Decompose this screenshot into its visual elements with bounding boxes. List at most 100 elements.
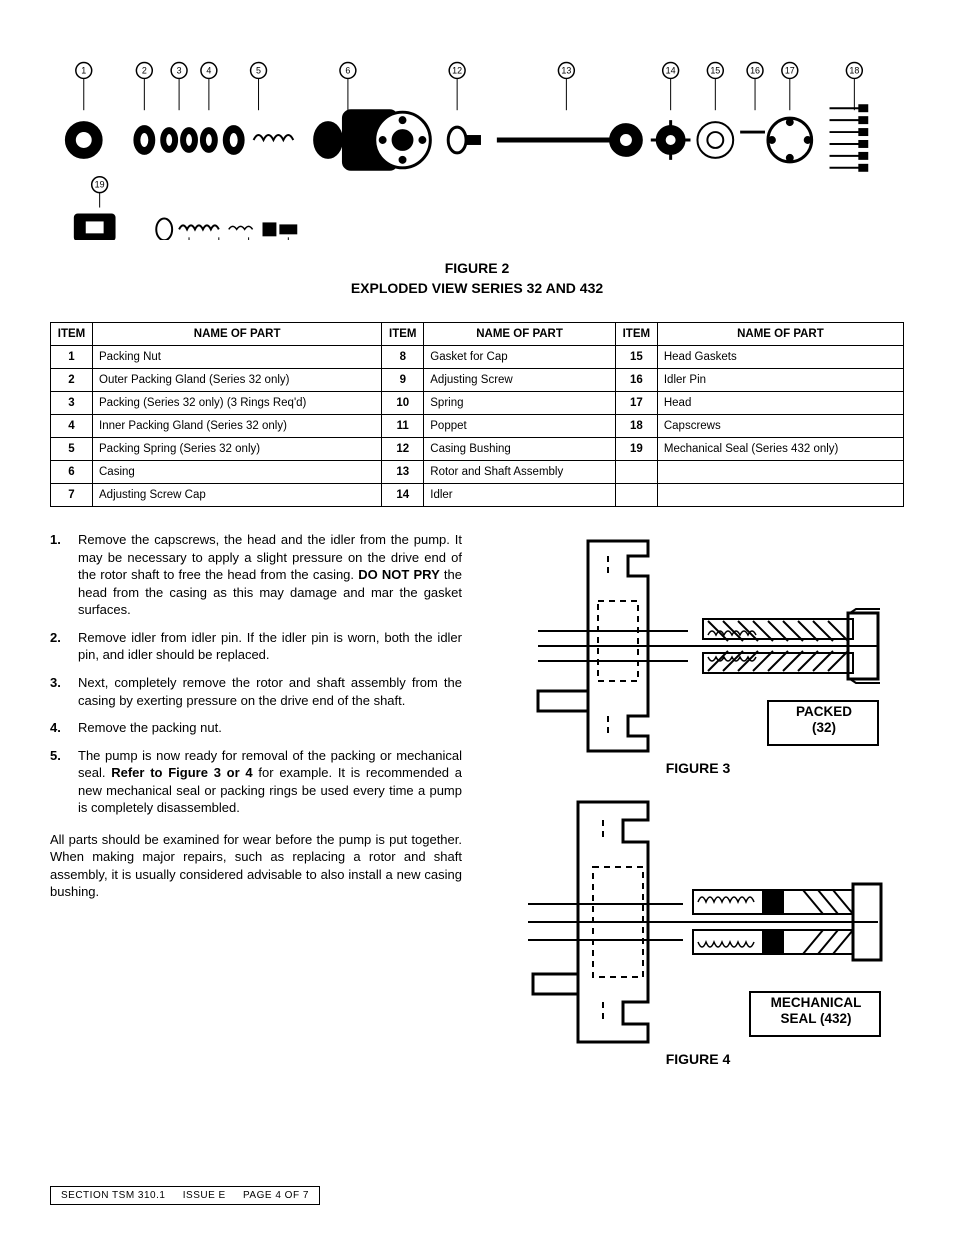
parts-item-name: Packing Spring (Series 32 only): [93, 438, 382, 461]
svg-text:1: 1: [81, 65, 86, 75]
instruction-step: 2.Remove idler from idler pin. If the id…: [50, 629, 462, 664]
svg-text:14: 14: [666, 65, 676, 75]
parts-item-name: Mechanical Seal (Series 432 only): [657, 438, 903, 461]
svg-text:17: 17: [785, 65, 795, 75]
parts-item-name: [657, 484, 903, 507]
step-text: Next, completely remove the rotor and sh…: [78, 674, 462, 709]
parts-table-header: NAME OF PART: [657, 323, 903, 346]
parts-table-header: ITEM: [51, 323, 93, 346]
closing-paragraph: All parts should be examined for wear be…: [50, 831, 462, 901]
step-number: 2.: [50, 629, 78, 664]
parts-table-header: NAME OF PART: [93, 323, 382, 346]
parts-item-number: 18: [615, 415, 657, 438]
parts-item-name: [657, 461, 903, 484]
svg-text:4: 4: [206, 65, 211, 75]
footer-issue: ISSUE E: [183, 1190, 226, 1201]
figure-2-title-line2: EXPLODED VIEW SERIES 32 AND 432: [351, 280, 603, 296]
step-number: 3.: [50, 674, 78, 709]
step-text: Remove the capscrews, the head and the i…: [78, 531, 462, 619]
svg-text:19: 19: [95, 180, 105, 190]
parts-item-name: Idler: [424, 484, 616, 507]
instruction-steps: 1.Remove the capscrews, the head and the…: [50, 531, 462, 817]
table-row: 2Outer Packing Gland (Series 32 only)9Ad…: [51, 369, 904, 392]
parts-table-header: NAME OF PART: [424, 323, 616, 346]
svg-text:12: 12: [452, 65, 462, 75]
figure-4-inner-label-1: MECHANICAL: [771, 995, 862, 1010]
parts-item-name: Idler Pin: [657, 369, 903, 392]
table-row: 5Packing Spring (Series 32 only)12Casing…: [51, 438, 904, 461]
step-number: 5.: [50, 747, 78, 817]
parts-item-name: Packing Nut: [93, 346, 382, 369]
parts-item-number: 19: [615, 438, 657, 461]
parts-item-number: 5: [51, 438, 93, 461]
table-row: 3Packing (Series 32 only) (3 Rings Req'd…: [51, 392, 904, 415]
svg-text:15: 15: [710, 65, 720, 75]
step-number: 4.: [50, 719, 78, 737]
parts-item-name: Casing: [93, 461, 382, 484]
parts-table-header: ITEM: [382, 323, 424, 346]
svg-text:18: 18: [849, 65, 859, 75]
parts-item-number: 4: [51, 415, 93, 438]
parts-item-number: 12: [382, 438, 424, 461]
figure-4-inner-label-2: SEAL (432): [780, 1011, 851, 1026]
parts-item-number: 13: [382, 461, 424, 484]
step-text: The pump is now ready for removal of the…: [78, 747, 462, 817]
parts-item-name: Spring: [424, 392, 616, 415]
svg-text:6: 6: [345, 65, 350, 75]
figure-3-inner-label-2: (32): [812, 720, 836, 735]
table-row: 6Casing13Rotor and Shaft Assembly: [51, 461, 904, 484]
table-row: 4Inner Packing Gland (Series 32 only)11P…: [51, 415, 904, 438]
instruction-step: 1.Remove the capscrews, the head and the…: [50, 531, 462, 619]
parts-item-number: 10: [382, 392, 424, 415]
page-footer: SECTION TSM 310.1 ISSUE E PAGE 4 OF 7: [50, 1186, 320, 1205]
parts-item-name: Outer Packing Gland (Series 32 only): [93, 369, 382, 392]
parts-item-name: Packing (Series 32 only) (3 Rings Req'd): [93, 392, 382, 415]
parts-item-number: 9: [382, 369, 424, 392]
parts-item-number: 17: [615, 392, 657, 415]
parts-item-number: 6: [51, 461, 93, 484]
parts-item-name: Adjusting Screw Cap: [93, 484, 382, 507]
instruction-step: 4.Remove the packing nut.: [50, 719, 462, 737]
parts-table: ITEMNAME OF PARTITEMNAME OF PARTITEMNAME…: [50, 322, 904, 507]
table-row: 7Adjusting Screw Cap14Idler: [51, 484, 904, 507]
figure-4-label: FIGURE 4: [666, 1051, 731, 1067]
parts-item-name: Casing Bushing: [424, 438, 616, 461]
parts-item-name: Adjusting Screw: [424, 369, 616, 392]
parts-item-name: Head Gaskets: [657, 346, 903, 369]
parts-item-number: 1: [51, 346, 93, 369]
instruction-step: 5.The pump is now ready for removal of t…: [50, 747, 462, 817]
step-text: Remove the packing nut.: [78, 719, 462, 737]
step-bold: DO NOT PRY: [358, 567, 440, 582]
svg-text:5: 5: [256, 65, 261, 75]
parts-item-number: 7: [51, 484, 93, 507]
parts-item-number: 11: [382, 415, 424, 438]
parts-item-name: Inner Packing Gland (Series 32 only): [93, 415, 382, 438]
parts-item-number: 15: [615, 346, 657, 369]
svg-text:13: 13: [561, 65, 571, 75]
parts-item-number: [615, 461, 657, 484]
parts-item-number: 14: [382, 484, 424, 507]
parts-item-number: 3: [51, 392, 93, 415]
step-bold: Refer to Figure 3 or 4: [111, 765, 252, 780]
figure-3-label: FIGURE 3: [666, 760, 731, 776]
step-number: 1.: [50, 531, 78, 619]
parts-item-number: 8: [382, 346, 424, 369]
figure-3: PACKED (32) FIGURE 3: [492, 531, 904, 776]
parts-item-name: Head: [657, 392, 903, 415]
parts-item-number: [615, 484, 657, 507]
parts-item-number: 16: [615, 369, 657, 392]
svg-text:2: 2: [142, 65, 147, 75]
parts-item-name: Poppet: [424, 415, 616, 438]
figure-2-title: FIGURE 2 EXPLODED VIEW SERIES 32 AND 432: [50, 259, 904, 298]
parts-item-number: 2: [51, 369, 93, 392]
parts-item-name: Capscrews: [657, 415, 903, 438]
instruction-step: 3.Next, completely remove the rotor and …: [50, 674, 462, 709]
parts-item-name: Rotor and Shaft Assembly: [424, 461, 616, 484]
svg-text:16: 16: [750, 65, 760, 75]
footer-page: PAGE 4 OF 7: [243, 1190, 309, 1201]
parts-table-header: ITEM: [615, 323, 657, 346]
figure-3-inner-label-1: PACKED: [796, 704, 852, 719]
svg-text:3: 3: [177, 65, 182, 75]
table-row: 1Packing Nut8Gasket for Cap15Head Gasket…: [51, 346, 904, 369]
figure-4: MECHANICAL SEAL (432) FIGURE 4: [492, 792, 904, 1067]
